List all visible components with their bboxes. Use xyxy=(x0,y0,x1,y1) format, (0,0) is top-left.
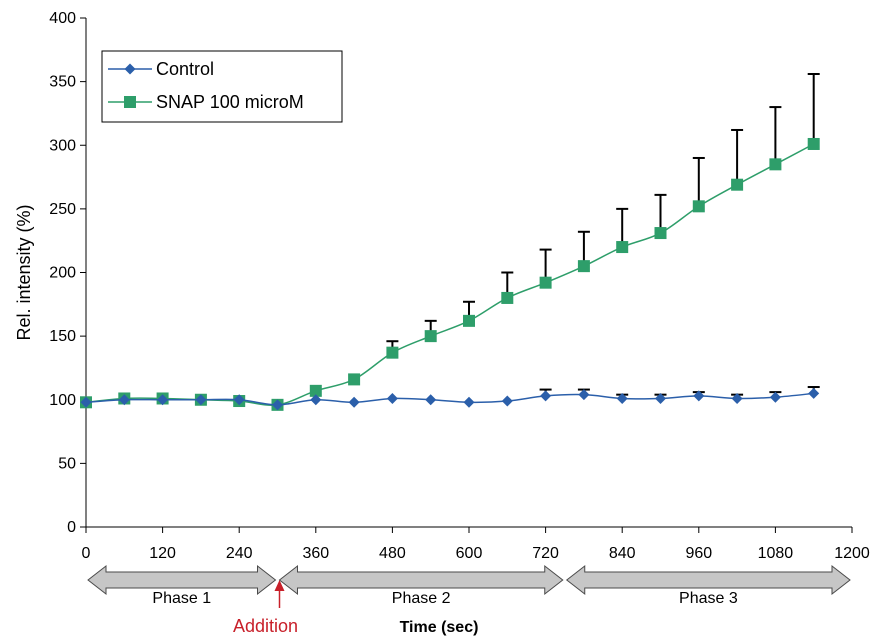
phase-label: Phase 2 xyxy=(392,590,451,607)
y-tick-label: 200 xyxy=(49,265,76,282)
data-point-square xyxy=(769,158,781,170)
legend-label-snap: SNAP 100 microM xyxy=(156,92,304,112)
x-tick-label: 600 xyxy=(456,545,483,562)
y-axis-ticks: 0 50 100 150 200 250 300 350 400 xyxy=(49,10,86,536)
data-point-square xyxy=(348,373,360,385)
data-point-diamond xyxy=(425,394,436,405)
error-bars-snap xyxy=(386,74,819,353)
data-point-diamond xyxy=(578,389,589,400)
data-point-diamond xyxy=(808,388,819,399)
data-point-diamond xyxy=(387,393,398,404)
series-snap xyxy=(80,138,820,411)
data-point-square xyxy=(463,315,475,327)
data-point-square xyxy=(693,200,705,212)
data-point-square xyxy=(425,330,437,342)
data-point-square xyxy=(540,277,552,289)
y-tick-label: 250 xyxy=(49,201,76,218)
x-tick-label: 240 xyxy=(226,545,253,562)
data-point-square xyxy=(501,292,513,304)
addition-label: Addition xyxy=(233,616,298,636)
series-control xyxy=(81,388,820,410)
data-point-diamond xyxy=(540,390,551,401)
y-tick-label: 100 xyxy=(49,392,76,409)
x-tick-label: 720 xyxy=(532,545,559,562)
legend-marker-square xyxy=(124,96,136,108)
data-point-square xyxy=(386,347,398,359)
data-point-diamond xyxy=(770,392,781,403)
data-point-square xyxy=(731,179,743,191)
phase-annotations: Phase 1 Phase 2 Phase 3 xyxy=(88,566,850,607)
y-tick-label: 300 xyxy=(49,137,76,154)
series-layer xyxy=(80,74,820,411)
data-point-square xyxy=(616,241,628,253)
x-tick-label: 0 xyxy=(82,545,91,562)
x-tick-label: 840 xyxy=(609,545,636,562)
data-point-square xyxy=(578,260,590,272)
phase-label: Phase 1 xyxy=(152,590,211,607)
y-tick-label: 0 xyxy=(67,519,76,536)
phase-label: Phase 3 xyxy=(679,590,738,607)
data-point-diamond xyxy=(464,397,475,408)
x-tick-label: 480 xyxy=(379,545,406,562)
y-tick-label: 400 xyxy=(49,10,76,27)
data-point-diamond xyxy=(502,396,513,407)
x-axis-title: Time (sec) xyxy=(400,619,479,636)
x-tick-label: 360 xyxy=(302,545,329,562)
data-point-diamond xyxy=(349,397,360,408)
series-line-snap xyxy=(86,144,814,405)
x-tick-label: 1080 xyxy=(758,545,794,562)
y-tick-label: 350 xyxy=(49,74,76,91)
x-axis-ticks: 0 120 240 360 480 600 720 840 960 1080 1200 xyxy=(82,527,870,562)
x-tick-label: 1200 xyxy=(834,545,870,562)
x-tick-label: 960 xyxy=(685,545,712,562)
legend-label-control: Control xyxy=(156,59,214,79)
y-tick-label: 50 xyxy=(58,455,76,472)
legend: Control SNAP 100 microM xyxy=(102,51,342,122)
data-point-square xyxy=(655,227,667,239)
y-tick-label: 150 xyxy=(49,328,76,345)
y-axis-title: Rel. intensity (%) xyxy=(14,204,34,340)
x-tick-label: 120 xyxy=(149,545,176,562)
data-point-square xyxy=(808,138,820,150)
